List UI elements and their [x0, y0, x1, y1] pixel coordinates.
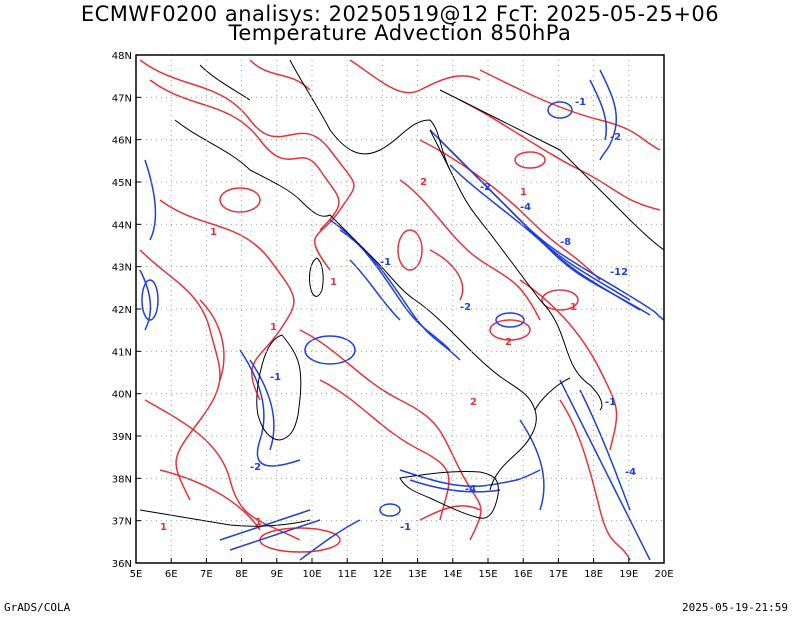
sicily: [399, 471, 499, 519]
france-border: [174, 119, 331, 217]
lat-tick-label: 44N: [112, 220, 132, 231]
lon-tick-label: 8E: [235, 569, 248, 580]
lon-tick-label: 14E: [443, 569, 462, 580]
lat-tick-label: 37N: [112, 517, 132, 528]
italy-east-coast: [429, 129, 603, 411]
lat-tick-label: 41N: [112, 347, 132, 358]
lat-tick-label: 48N: [112, 51, 132, 62]
contour-value-label: -2: [610, 132, 621, 143]
contour-value-label: 2: [420, 177, 427, 188]
contour-value-label: -4: [520, 202, 531, 213]
contour-value-label: 1: [520, 187, 527, 198]
plot-area: [136, 55, 664, 563]
lat-tick-label: 39N: [112, 432, 132, 443]
render-timestamp: 2025-05-19-21:59: [682, 601, 788, 614]
contour-value-label: -12: [610, 267, 628, 278]
lon-tick-label: 15E: [478, 569, 497, 580]
contour-value-label: 1: [160, 522, 167, 533]
lon-tick-label: 16E: [514, 569, 533, 580]
contour-value-label: -2: [250, 462, 261, 473]
corsica: [309, 257, 324, 297]
north-africa-coast: [139, 509, 311, 527]
lat-tick-label: 42N: [112, 305, 132, 316]
contour-value-label: -1: [575, 97, 586, 108]
heel-coast: [534, 377, 571, 411]
lon-tick-label: 9E: [270, 569, 283, 580]
software-credit: GrADS/COLA: [4, 601, 71, 614]
lon-tick-label: 11E: [338, 569, 357, 580]
lon-tick-label: 5E: [130, 569, 143, 580]
contour-value-label: -1: [400, 522, 411, 533]
lon-tick-label: 12E: [373, 569, 392, 580]
graticule: [136, 55, 664, 563]
contour-value-label: -2: [460, 302, 471, 313]
balkan-coast: [559, 149, 664, 251]
latitude-axis: 36N 37N 38N 39N 40N 41N 42N 43N 44N 45N 46N 47N 48N: [112, 51, 141, 570]
lon-tick-label: 20E: [654, 569, 673, 580]
contour-value-label: 1: [210, 227, 217, 238]
sardinia: [256, 334, 302, 441]
contour-value-label: 2: [470, 397, 477, 408]
lon-tick-label: 19E: [619, 569, 638, 580]
contour-value-label: 1: [570, 302, 577, 313]
lon-tick-label: 13E: [408, 569, 427, 580]
lat-tick-label: 47N: [112, 93, 132, 104]
slovenia-croatia-border: [439, 89, 561, 151]
contour-value-label: -1: [270, 372, 281, 383]
contour-value-label: 1: [330, 277, 337, 288]
cold-advection-contours: [139, 69, 664, 561]
contour-value-label: -8: [560, 237, 571, 248]
map-subtitle: Temperature Advection 850hPa: [228, 21, 572, 45]
lon-tick-label: 7E: [200, 569, 213, 580]
lat-tick-label: 36N: [112, 559, 132, 570]
lat-tick-label: 43N: [112, 263, 132, 274]
contour-value-label: 2: [505, 337, 512, 348]
map-title: ECMWF0200 analisys: 20250519@12 FcT: 202…: [80, 2, 720, 26]
lon-tick-label: 17E: [549, 569, 568, 580]
lat-tick-label: 38N: [112, 474, 132, 485]
italy-west-coast: [329, 214, 537, 491]
contour-value-label: -4: [465, 484, 476, 495]
contour-value-label: -1: [605, 397, 616, 408]
lon-tick-label: 10E: [302, 569, 321, 580]
contour-value-label: -2: [480, 182, 491, 193]
lon-tick-label: 18E: [584, 569, 603, 580]
contour-value-label: 1: [255, 517, 262, 528]
contour-value-label: -1: [380, 257, 391, 268]
contour-value-label: -4: [625, 467, 636, 478]
lat-tick-label: 45N: [112, 178, 132, 189]
lat-tick-label: 46N: [112, 136, 132, 147]
longitude-axis: 5E 6E 7E 8E 9E 10E 11E 12E 13E 14E 15E 16E 17E 18E 19E…: [130, 558, 674, 580]
alps-border: [289, 59, 451, 171]
lat-tick-label: 40N: [112, 390, 132, 401]
lon-tick-label: 6E: [165, 569, 178, 580]
contour-value-label: 1: [270, 322, 277, 333]
coastlines: [139, 59, 664, 527]
